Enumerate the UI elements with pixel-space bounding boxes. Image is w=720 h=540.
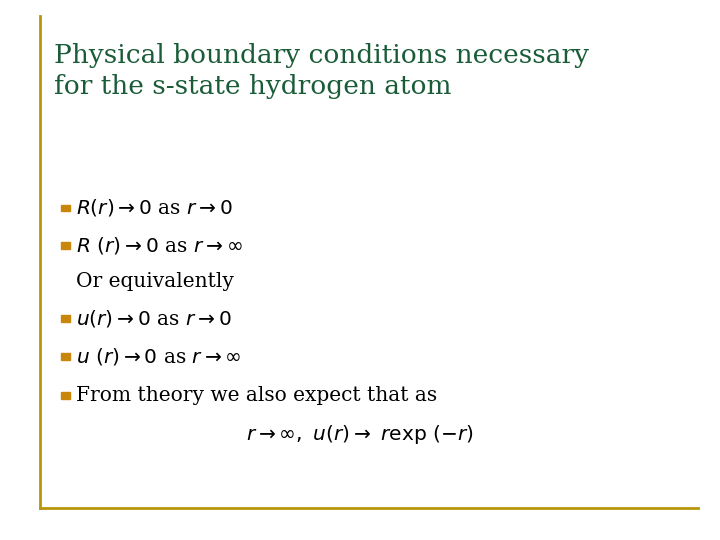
Text: $R\ (r) \rightarrow 0$ as $r \rightarrow \infty$: $R\ (r) \rightarrow 0$ as $r \rightarrow… bbox=[76, 235, 243, 256]
Text: Physical boundary conditions necessary
for the s-state hydrogen atom: Physical boundary conditions necessary f… bbox=[54, 43, 589, 99]
Text: $u\ (r) \rightarrow 0$ as $r \rightarrow \infty$: $u\ (r) \rightarrow 0$ as $r \rightarrow… bbox=[76, 346, 241, 367]
Text: $r \rightarrow \infty,\ u(r) \rightarrow\ r\mathrm{exp}\ (-r)$: $r \rightarrow \infty,\ u(r) \rightarrow… bbox=[246, 423, 474, 446]
Text: $u(r) \rightarrow 0$ as $r \rightarrow 0$: $u(r) \rightarrow 0$ as $r \rightarrow 0… bbox=[76, 308, 231, 329]
Text: $R(r) \rightarrow 0$ as $r \rightarrow 0$: $R(r) \rightarrow 0$ as $r \rightarrow 0… bbox=[76, 198, 233, 218]
Text: Or equivalently: Or equivalently bbox=[76, 272, 233, 292]
Text: From theory we also expect that as: From theory we also expect that as bbox=[76, 386, 437, 405]
